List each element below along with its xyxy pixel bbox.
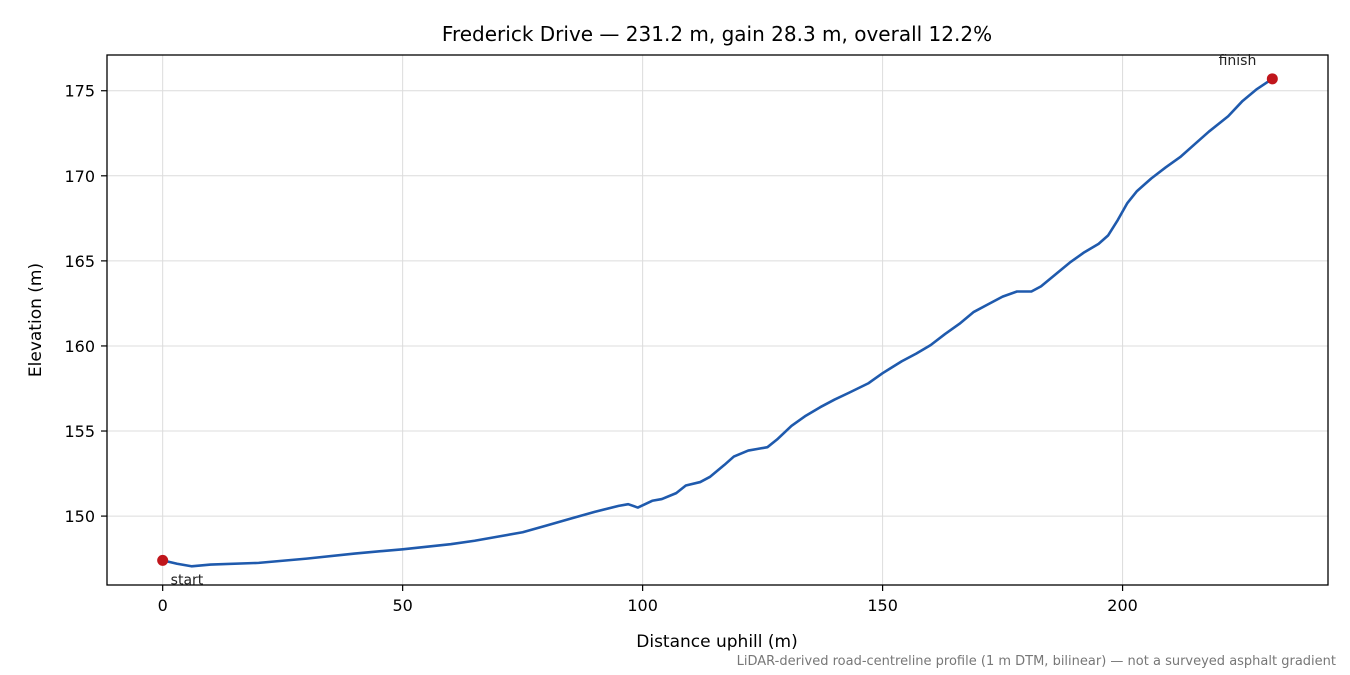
y-tick-label: 160 xyxy=(64,337,95,356)
finish-marker xyxy=(1266,73,1278,85)
y-tick-label: 165 xyxy=(64,252,95,271)
x-axis-label: Distance uphill (m) xyxy=(636,632,797,652)
endpoint-markers: start finish xyxy=(157,53,1278,588)
y-tick-label: 170 xyxy=(64,167,95,186)
x-tick-label: 0 xyxy=(158,596,168,615)
gridlines xyxy=(107,55,1328,585)
y-tick-label: 175 xyxy=(64,82,95,101)
y-axis-label: Elevation (m) xyxy=(26,263,46,377)
chart-title: Frederick Drive — 231.2 m, gain 28.3 m, … xyxy=(442,22,992,46)
x-tick-label: 200 xyxy=(1107,596,1138,615)
elevation-profile-line xyxy=(161,77,1274,568)
plot-area-frame xyxy=(106,54,1329,586)
y-tick-label: 150 xyxy=(64,507,95,526)
finish-label: finish xyxy=(1219,53,1257,69)
start-label: start xyxy=(171,572,204,588)
x-tick-label: 50 xyxy=(392,596,412,615)
x-tick-label: 100 xyxy=(627,596,658,615)
start-marker xyxy=(157,554,169,566)
y-tick-label: 155 xyxy=(64,422,95,441)
x-tick-label: 150 xyxy=(867,596,898,615)
axis-ticks: 0 50 100 150 200 150 155 160 165 170 175 xyxy=(64,82,1137,615)
footnote: LiDAR-derived road-centreline profile (1… xyxy=(737,654,1336,669)
series-layer xyxy=(161,77,1274,568)
